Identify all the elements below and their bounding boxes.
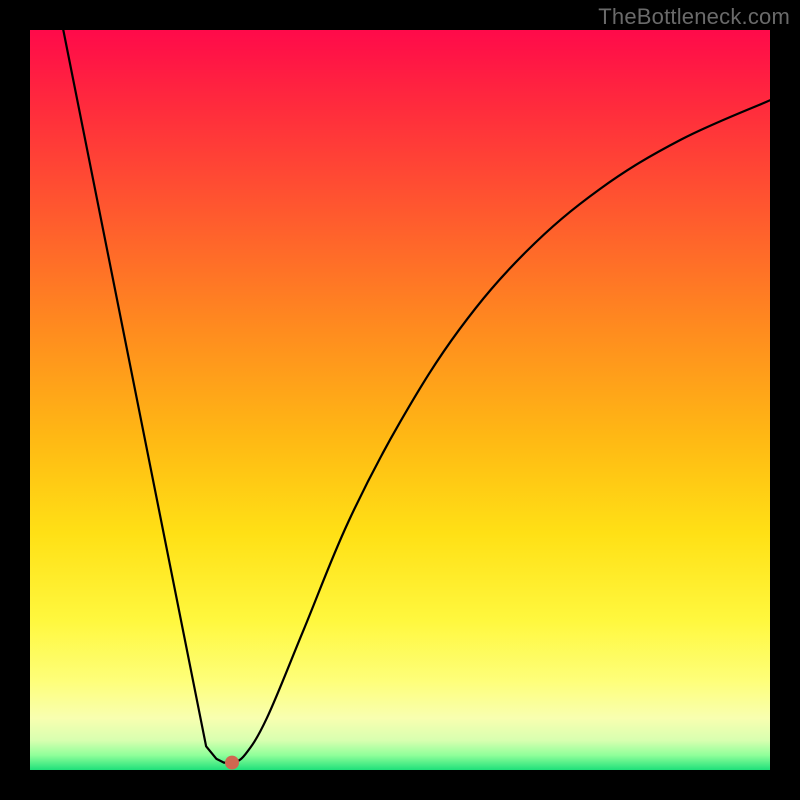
watermark-text: TheBottleneck.com xyxy=(598,4,790,30)
chart-svg xyxy=(0,0,800,800)
optimum-marker xyxy=(225,756,239,770)
plot-background xyxy=(30,30,770,770)
chart-container: TheBottleneck.com xyxy=(0,0,800,800)
